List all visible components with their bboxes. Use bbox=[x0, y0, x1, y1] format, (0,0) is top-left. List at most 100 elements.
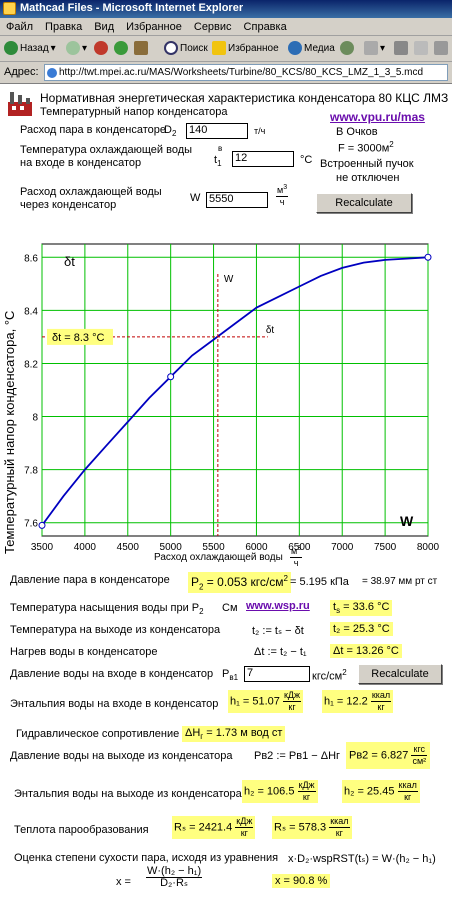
stop-icon bbox=[94, 41, 108, 55]
resistance-value: ΔHг = 1.73 м вод ст bbox=[182, 726, 286, 743]
inlet-pressure-label: Давление воды на входе в конденсатор bbox=[10, 668, 214, 680]
outlet-pressure-formula: Pв2 := Pв1 − ΔHг bbox=[254, 750, 341, 762]
y-tick-label: 7.8 bbox=[24, 466, 38, 477]
toolbar: Назад ▾ ▾ Поиск Избранное Медиа ▾ bbox=[0, 36, 452, 62]
discuss-button[interactable] bbox=[434, 41, 448, 55]
address-bar: Адрес: http://twt.mpei.ac.ru/MAS/Workshe… bbox=[0, 62, 452, 84]
menu-help[interactable]: Справка bbox=[243, 21, 287, 33]
saturation-temp-value: ts = 33.6 °С bbox=[330, 600, 393, 617]
saturation-temp-label: Температура насыщения воды при P2 bbox=[10, 602, 204, 617]
page-subtitle: Температурный напор конденсатора bbox=[40, 106, 228, 118]
water-temp-sup: в bbox=[218, 144, 223, 153]
edit-icon bbox=[414, 41, 428, 55]
water-flow-input[interactable]: 5550 bbox=[206, 192, 268, 208]
page-title: Нормативная энергетическая характеристик… bbox=[40, 91, 449, 105]
search-icon bbox=[164, 41, 178, 55]
y-tick-label: 8 bbox=[32, 413, 38, 424]
x-tick-label: 3500 bbox=[31, 542, 54, 553]
crosshair-x-label: W bbox=[224, 274, 234, 285]
menu-file[interactable]: Файл bbox=[6, 21, 34, 33]
home-icon bbox=[134, 41, 148, 55]
dryness-label: Оценка степени сухости пара, исходя из у… bbox=[14, 852, 279, 864]
steam-flow-input[interactable]: 140 bbox=[186, 123, 248, 139]
x-tick-label: 7500 bbox=[374, 542, 397, 553]
outlet-temp-value: t₂ = 25.3 °С bbox=[330, 622, 393, 636]
y-tick-label: 8.2 bbox=[24, 359, 38, 370]
vaporization-heat-label: Теплота парообразования bbox=[14, 824, 149, 836]
forward-arrow-icon bbox=[66, 41, 80, 55]
print-icon bbox=[394, 41, 408, 55]
dryness-equation: x·D₂·wspRST(tₛ) = W·(h₂ − h₁) bbox=[288, 853, 436, 865]
favorites-button[interactable]: Избранное bbox=[212, 41, 279, 55]
inlet-pressure-symbol: Pв1 bbox=[222, 668, 239, 683]
forward-button[interactable]: ▾ bbox=[66, 41, 87, 55]
print-button[interactable] bbox=[394, 41, 408, 55]
x-tick-label: 5500 bbox=[202, 542, 225, 553]
media-button[interactable]: Медиа bbox=[288, 41, 335, 55]
menu-view[interactable]: Вид bbox=[94, 21, 115, 33]
favorites-icon bbox=[212, 41, 226, 55]
heating-value: Δt = 13.26 °С bbox=[330, 644, 402, 658]
plot-area bbox=[41, 243, 429, 537]
wsp-link[interactable]: www.wsp.ru bbox=[246, 600, 310, 612]
history-button[interactable] bbox=[340, 41, 354, 55]
pressure-label: Давление пара в конденсаторе bbox=[10, 574, 170, 586]
resistance-label: Гидравлическое сопротивление bbox=[16, 728, 180, 740]
search-button[interactable]: Поиск bbox=[164, 41, 208, 55]
mail-button[interactable]: ▾ bbox=[364, 41, 385, 55]
x-tick-label: 6000 bbox=[245, 542, 268, 553]
outlet-temp-formula: t₂ := tₛ − δt bbox=[252, 625, 304, 637]
vaporization-heat-kcal: Rₛ = 578.3 ккал кг bbox=[272, 816, 352, 839]
data-point bbox=[167, 373, 175, 381]
steam-flow-unit: т/ч bbox=[254, 126, 266, 136]
vpu-link[interactable]: www.vpu.ru/mas bbox=[330, 110, 425, 124]
dryness-value: x = 90.8 % bbox=[272, 874, 331, 888]
vaporization-heat-kj: Rₛ = 2421.4 кДж кг bbox=[172, 816, 256, 839]
x-series-name: W bbox=[400, 513, 414, 529]
outlet-pressure-value: Pв2 = 6.827 кгс см² bbox=[346, 742, 431, 769]
back-button[interactable]: Назад ▾ bbox=[4, 41, 56, 55]
discuss-icon bbox=[434, 41, 448, 55]
water-temp-input[interactable]: 12 bbox=[232, 151, 294, 167]
mail-icon bbox=[364, 41, 378, 55]
dryness-fraction: W·(h₂ − h₁) D₂·Rₛ bbox=[146, 865, 203, 889]
menu-favorites[interactable]: Избранное bbox=[126, 21, 182, 33]
water-temp-label-2: на входе в конденсатор bbox=[20, 157, 142, 169]
menu-tools[interactable]: Сервис bbox=[193, 21, 232, 33]
mpei-logo-icon bbox=[8, 92, 32, 116]
dryness-def: x = bbox=[116, 876, 131, 888]
menu-edit[interactable]: Правка bbox=[45, 21, 83, 33]
inlet-enthalpy-kcal: h₁ = 12.2 ккал кг bbox=[322, 690, 394, 713]
address-input[interactable]: http://twt.mpei.ac.ru/MAS/Worksheets/Tur… bbox=[44, 64, 448, 81]
recalculate-button[interactable]: Recalculate bbox=[316, 193, 412, 213]
chart: 3500 4000 4500 5000 5500 6000 6500 7000 7500 8000… bbox=[24, 243, 440, 553]
inlet-enthalpy-label: Энтальпия воды на входе в конденсатор bbox=[10, 698, 219, 710]
inlet-pressure-input[interactable]: 7 bbox=[244, 666, 310, 682]
water-temp-label-1: Температура охлаждающей воды bbox=[20, 144, 193, 156]
water-flow-label-1: Расход охлаждающей воды bbox=[20, 186, 162, 198]
home-button[interactable] bbox=[134, 41, 148, 55]
water-flow-unit: м3 ч bbox=[276, 184, 289, 207]
refresh-button[interactable] bbox=[114, 41, 128, 55]
area: F = 3000м2 bbox=[338, 140, 394, 155]
x-tick-label: 7000 bbox=[331, 542, 354, 553]
x-tick-label: 5000 bbox=[160, 542, 183, 553]
x-tick-label: 8000 bbox=[417, 542, 440, 553]
x-axis-unit: м3 ч bbox=[290, 545, 303, 568]
inlet-enthalpy-kj: h₁ = 51.07 кДж кг bbox=[228, 690, 304, 713]
address-url: http://twt.mpei.ac.ru/MAS/Worksheets/Tur… bbox=[59, 67, 424, 78]
water-flow-symbol: W bbox=[190, 192, 201, 204]
data-point bbox=[38, 521, 46, 529]
window-title: Mathcad Files - Microsoft Internet Explo… bbox=[20, 2, 244, 14]
note-line-2: не отключен bbox=[336, 172, 400, 184]
outlet-enthalpy-label: Энтальпия воды на выходе из конденсатора bbox=[14, 788, 242, 800]
crosshair-y-label: δt bbox=[266, 325, 275, 336]
stop-button[interactable] bbox=[94, 41, 108, 55]
menu-bar: Файл Правка Вид Избранное Сервис Справка bbox=[0, 18, 452, 36]
edit-button[interactable] bbox=[414, 41, 428, 55]
back-arrow-icon bbox=[4, 41, 18, 55]
recalculate-button-2[interactable]: Recalculate bbox=[358, 664, 442, 684]
y-series-name: δt bbox=[64, 254, 75, 269]
refresh-icon bbox=[114, 41, 128, 55]
y-tick-label: 8.6 bbox=[24, 253, 38, 264]
